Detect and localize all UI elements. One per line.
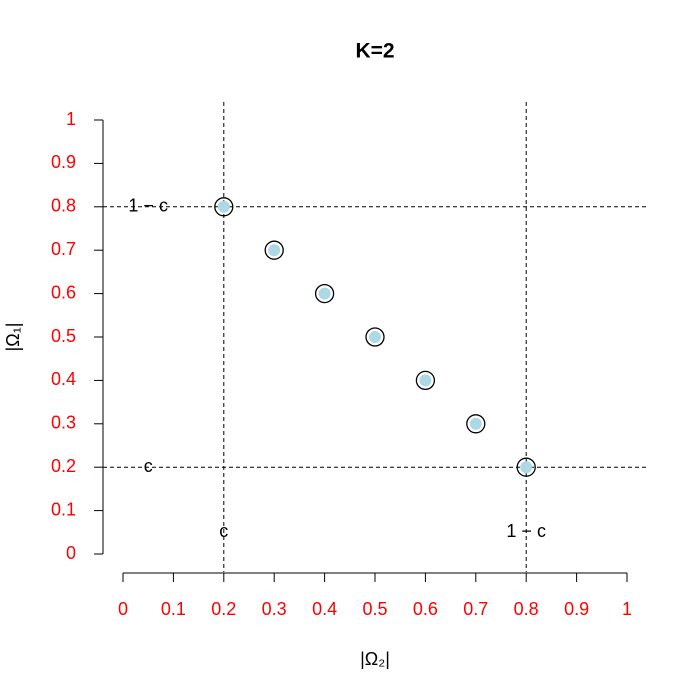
x-tick-label: 1 (622, 599, 632, 619)
y-tick-label: 0.7 (51, 239, 76, 259)
y-tick-label: 0.9 (51, 152, 76, 172)
x-tick-label: 0.1 (161, 599, 186, 619)
y-tick-label: 0 (66, 543, 76, 563)
x-tick-label: 0.3 (262, 599, 287, 619)
point-ring (466, 414, 486, 434)
y-tick-label: 0.8 (51, 196, 76, 216)
point-ring (214, 197, 234, 217)
y-axis-label: |Ω₁| (3, 323, 23, 352)
y-tick-label: 0.2 (51, 456, 76, 476)
x-tick-label: 0.8 (514, 599, 539, 619)
point (419, 374, 432, 387)
y-tick-label: 0.1 (51, 499, 76, 519)
point (318, 287, 331, 300)
point (217, 200, 230, 213)
y-tick-label: 0.3 (51, 413, 76, 433)
point (520, 461, 533, 474)
point (369, 331, 381, 343)
point (469, 417, 482, 430)
annotation: c (144, 456, 153, 476)
x-tick-label: 0 (118, 599, 128, 619)
y-tick-label: 0.5 (51, 326, 76, 346)
chart-title: K=2 (355, 40, 394, 63)
x-tick-label: 0.7 (463, 599, 488, 619)
x-tick-label: 0.5 (362, 599, 387, 619)
y-tick-label: 0.4 (51, 369, 76, 389)
x-tick-label: 0.2 (211, 599, 236, 619)
x-tick-label: 0.9 (564, 599, 589, 619)
annotation: 1 − c (128, 196, 168, 216)
point-ring (415, 370, 436, 391)
x-tick-label: 0.4 (312, 599, 337, 619)
point-ring (314, 283, 335, 304)
y-tick-label: 0.6 (51, 282, 76, 302)
point-ring (264, 240, 284, 260)
point-ring (516, 457, 536, 477)
y-tick-label: 1 (66, 109, 76, 129)
x-tick-label: 0.6 (413, 599, 438, 619)
x-axis-label: |Ω₂| (360, 649, 390, 669)
point-ring (365, 327, 385, 347)
annotation: c (219, 521, 228, 541)
annotation: 1 − c (506, 521, 546, 541)
point (268, 244, 281, 257)
